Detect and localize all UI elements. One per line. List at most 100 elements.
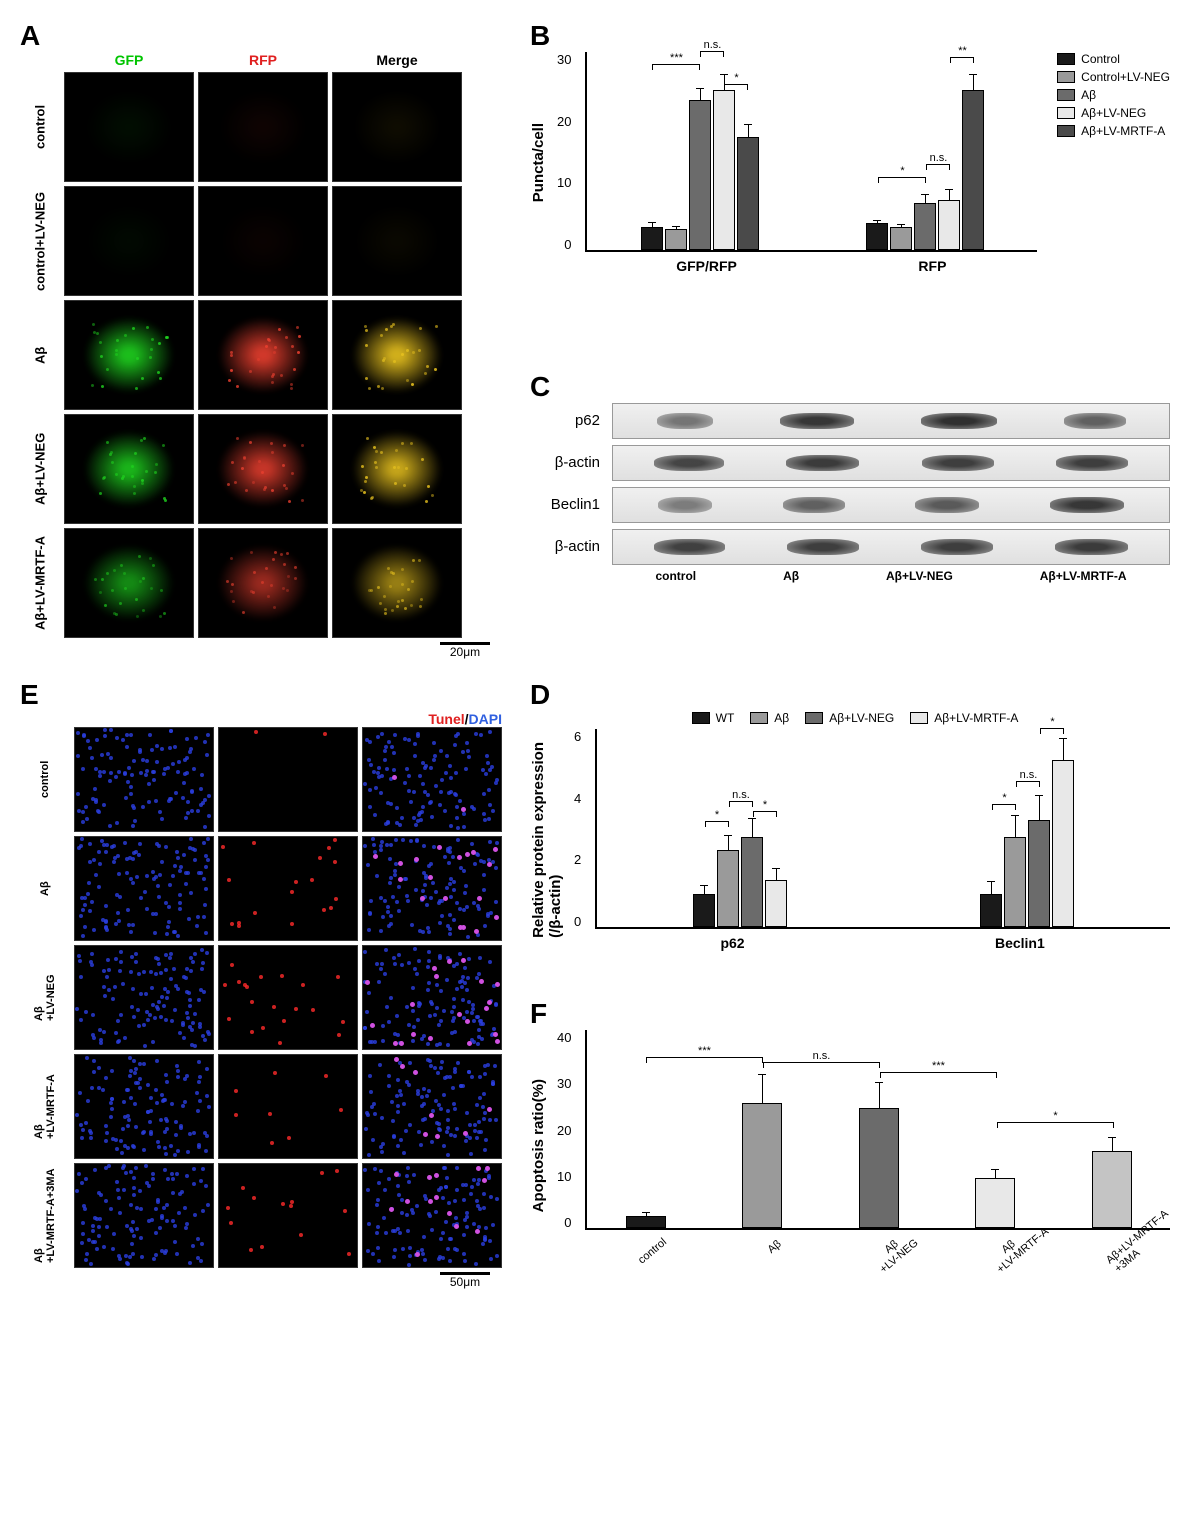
tunel-cell-merge	[362, 1163, 502, 1268]
panel-e: E Tunel/DAPI controlAβAβ +LV-NEGAβ +LV-M…	[20, 679, 500, 1289]
legend-item: Control	[1057, 52, 1170, 66]
bar	[890, 227, 912, 250]
tunel-cell-dapi	[74, 727, 214, 832]
legend-item: WT	[692, 711, 735, 725]
blot-row: β-actin	[530, 529, 1170, 565]
fluo-row-label: Aβ+LV-NEG	[20, 414, 60, 524]
blot-row: Beclin1	[530, 487, 1170, 523]
panel-f-xlabels: controlAβAβ+LV-NEGAβ+LV-MRTF-AAβ+LV-MRTF…	[585, 1238, 1170, 1262]
header-gfp: GFP	[64, 52, 194, 68]
western-blot-rows: p62 β-actin Beclin1 β-actin	[530, 403, 1170, 565]
bar	[717, 850, 739, 927]
panel-f-label: F	[530, 998, 1170, 1030]
panel-b-legend: Control Control+LV-NEG Aβ Aβ+LV-NEG Aβ+LV-MR…	[1057, 52, 1170, 138]
fluo-cell-rfp	[198, 528, 328, 638]
legend-item: Aβ+LV-MRTF-A	[1057, 124, 1170, 138]
bar	[859, 1108, 899, 1228]
panel-d-label: D	[530, 679, 1170, 711]
tunel-cell-merge	[362, 945, 502, 1050]
panel-e-label: E	[20, 679, 39, 711]
fluo-cell-merge	[332, 414, 462, 524]
fluo-cell-merge	[332, 72, 462, 182]
tunel-row-label: Aβ +LV-MRTF-A+3MA	[20, 1163, 70, 1268]
bar	[641, 227, 663, 250]
bar	[742, 1103, 782, 1228]
fluo-row-label: control	[20, 72, 60, 182]
tunel-row-label: Aβ	[20, 836, 70, 941]
bar	[693, 894, 715, 927]
bar	[975, 1178, 1015, 1228]
fluo-cell-gfp	[64, 528, 194, 638]
legend-item: Control+LV-NEG	[1057, 70, 1170, 84]
panel-d: D WTAβAβ+LV-NEGAβ+LV-MRTF-A Relative pro…	[530, 679, 1170, 978]
tunel-row-label: Aβ +LV-NEG	[20, 945, 70, 1050]
tunel-cell-tunel	[218, 1163, 358, 1268]
panel-b-ylabel: Puncta/cell	[530, 123, 547, 202]
panel-b-label: B	[530, 20, 1170, 52]
blot-conditions: controlAβAβ+LV-NEGAβ+LV-MRTF-A	[612, 569, 1170, 583]
fluo-row-label: control+LV-NEG	[20, 186, 60, 296]
bar	[914, 203, 936, 250]
panel-d-xlabels: p62Beclin1	[595, 935, 1170, 951]
panel-b: B Puncta/cell 0102030 ***n.s.**n.s.** GF…	[530, 20, 1170, 351]
fluo-cell-gfp	[64, 414, 194, 524]
header-merge: Merge	[332, 52, 462, 68]
bar	[980, 894, 1002, 927]
scale-bar-a: 20μm	[20, 642, 500, 659]
fluo-cell-gfp	[64, 300, 194, 410]
panel-d-ylabel: Relative protein expression(/β-actin)	[530, 742, 564, 938]
legend-item: Aβ	[1057, 88, 1170, 102]
fluo-row-label: Aβ+LV-MRTF-A	[20, 528, 60, 638]
bar	[1052, 760, 1074, 927]
panel-d-yaxis: 0246	[574, 729, 585, 929]
legend-item: Aβ+LV-NEG	[805, 711, 894, 725]
bar	[1004, 837, 1026, 927]
tunel-cell-merge	[362, 836, 502, 941]
panel-d-legend: WTAβAβ+LV-NEGAβ+LV-MRTF-A	[692, 711, 1019, 725]
fluo-cell-rfp	[198, 186, 328, 296]
fluo-cell-rfp	[198, 414, 328, 524]
tunel-cell-dapi	[74, 1163, 214, 1268]
panel-b-xlabels: GFP/RFPRFP	[585, 258, 1037, 274]
panel-f-plot: ***n.s.****	[585, 1030, 1170, 1230]
panel-a: A GFP RFP Merge controlcontrol+LV-NEGAβA…	[20, 20, 500, 659]
tunel-cell-merge	[362, 727, 502, 832]
panel-b-yaxis: 0102030	[557, 52, 575, 252]
bar	[626, 1216, 666, 1229]
blot-row: β-actin	[530, 445, 1170, 481]
tunel-cell-tunel	[218, 836, 358, 941]
panel-d-plot: *n.s.**n.s.*	[595, 729, 1170, 929]
fluo-cell-rfp	[198, 72, 328, 182]
bar	[689, 100, 711, 250]
fluo-cell-gfp	[64, 186, 194, 296]
panel-a-label: A	[20, 20, 500, 52]
tunel-header: Tunel/DAPI	[362, 711, 502, 727]
blot-row: p62	[530, 403, 1170, 439]
bar	[1092, 1151, 1132, 1229]
tunel-cell-dapi	[74, 945, 214, 1050]
bar	[938, 200, 960, 250]
legend-item: Aβ+LV-MRTF-A	[910, 711, 1018, 725]
bar	[765, 880, 787, 927]
tunel-grid: controlAβAβ +LV-NEGAβ +LV-MRTF-AAβ +LV-M…	[20, 727, 500, 1268]
fluo-cell-merge	[332, 186, 462, 296]
panel-f-yaxis: 010203040	[557, 1030, 575, 1230]
tunel-cell-dapi	[74, 1054, 214, 1159]
panel-b-plot: ***n.s.**n.s.**	[585, 52, 1037, 252]
panel-c: C p62 β-actin Beclin1 β-actin controlAβAβ+L…	[530, 371, 1170, 660]
bar	[866, 223, 888, 250]
bar	[665, 229, 687, 250]
tunel-cell-tunel	[218, 945, 358, 1050]
legend-item: Aβ+LV-NEG	[1057, 106, 1170, 120]
fluo-cell-gfp	[64, 72, 194, 182]
panel-f-ylabel: Apoptosis ratio(%)	[530, 1079, 547, 1212]
bar	[713, 90, 735, 250]
scale-bar-e: 50μm	[20, 1272, 500, 1289]
tunel-cell-merge	[362, 1054, 502, 1159]
panel-c-label: C	[530, 371, 1170, 403]
bar	[741, 837, 763, 927]
tunel-cell-tunel	[218, 1054, 358, 1159]
bar	[962, 90, 984, 250]
fluo-cell-rfp	[198, 300, 328, 410]
panel-f: F Apoptosis ratio(%) 010203040 ***n.s.**…	[530, 998, 1170, 1289]
